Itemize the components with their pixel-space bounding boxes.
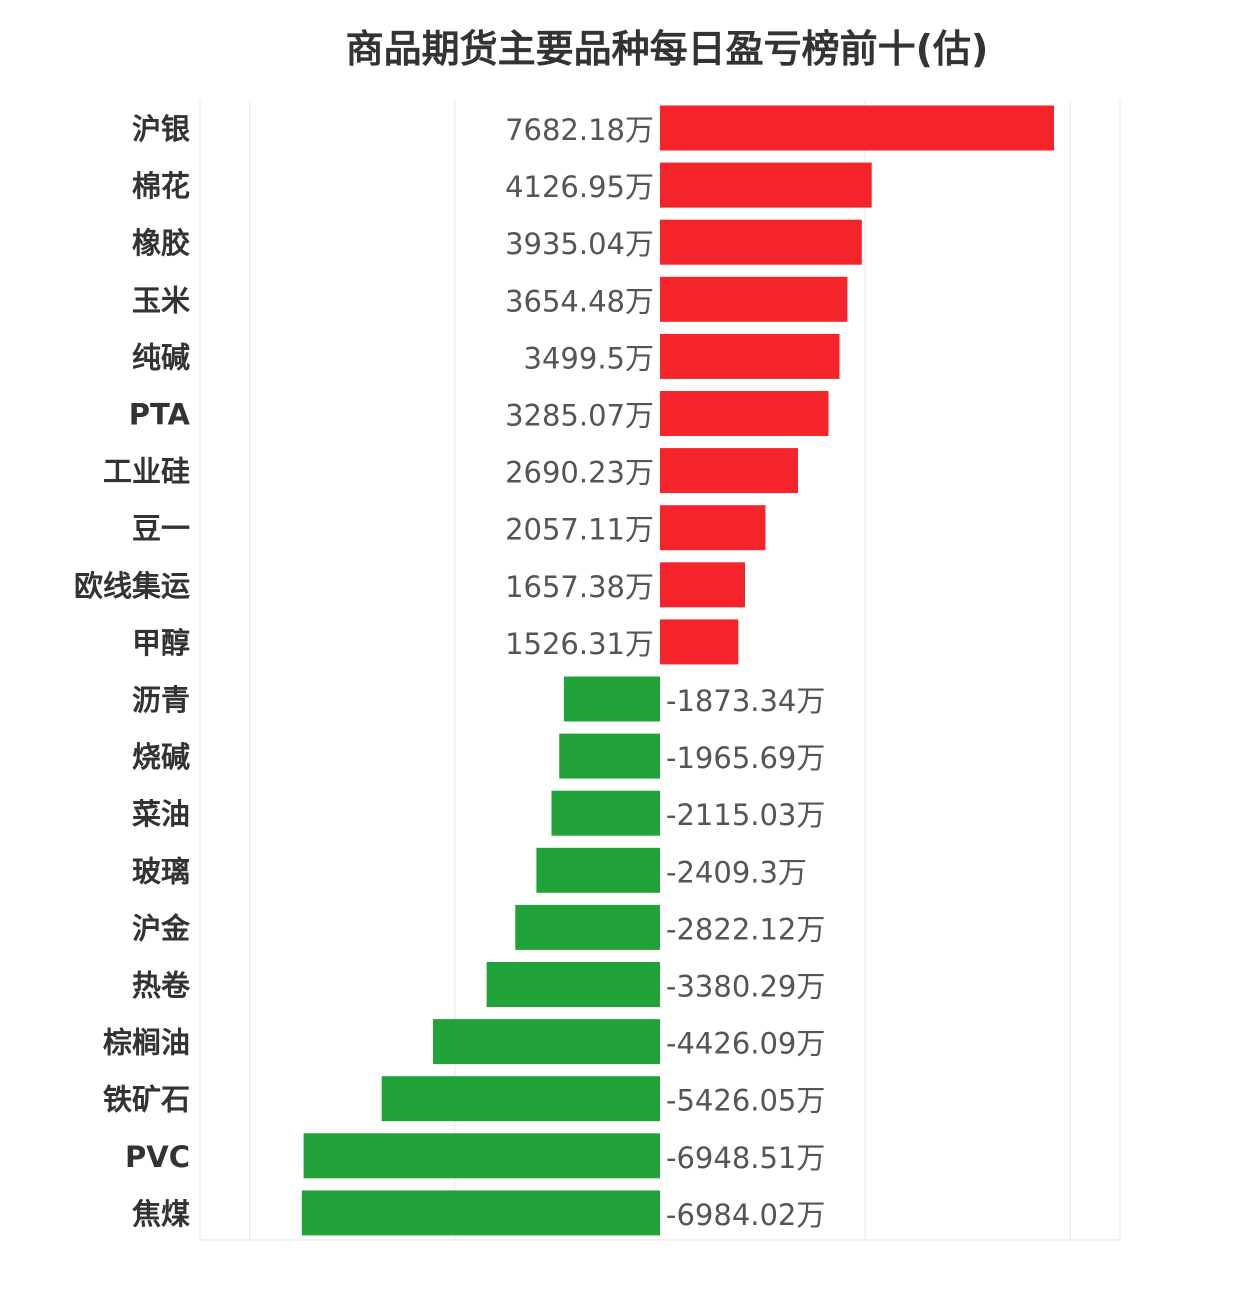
grid-lines: [199, 100, 1121, 1241]
bars: [301, 105, 1054, 1236]
category-label: 欧线集运: [74, 569, 190, 603]
bar-17: [381, 1076, 660, 1122]
value-label: -6948.51万: [666, 1141, 825, 1175]
category-label: 沥青: [132, 683, 190, 717]
category-label: 焦煤: [132, 1197, 190, 1231]
category-label: 玻璃: [132, 854, 190, 888]
bar-2: [660, 219, 862, 265]
value-label: 3935.04万: [505, 227, 654, 261]
bar-5: [660, 391, 829, 436]
value-label: 2057.11万: [505, 513, 654, 547]
value-label: -2822.12万: [666, 912, 825, 946]
bar-12: [551, 790, 660, 836]
category-label: PTA: [129, 398, 191, 432]
value-label: -4426.09万: [666, 1027, 825, 1061]
bar-6: [660, 448, 798, 494]
category-label: 甲醇: [132, 626, 190, 660]
value-label: -2409.3万: [666, 855, 807, 889]
value-label: 3654.48万: [505, 284, 654, 318]
bar-10: [563, 676, 660, 722]
bar-11: [559, 733, 660, 779]
bar-0: [660, 105, 1054, 151]
category-label: 工业硅: [103, 455, 190, 489]
bar-18: [303, 1133, 660, 1179]
category-label: 热卷: [132, 969, 191, 1003]
category-label: 橡胶: [132, 226, 190, 260]
value-label: -1965.69万: [666, 741, 825, 775]
category-label: 沪金: [132, 911, 191, 945]
category-label: 纯碱: [132, 340, 190, 374]
category-label: 沪银: [132, 112, 190, 146]
bar-19: [301, 1190, 660, 1236]
bar-7: [660, 505, 766, 551]
value-label: -5426.05万: [666, 1084, 825, 1118]
value-label: -1873.34万: [666, 684, 825, 718]
category-label: 棉花: [132, 169, 190, 203]
bar-14: [515, 904, 660, 950]
chart-title: 商品期货主要品种每日盈亏榜前十(估): [345, 27, 989, 71]
bar-16: [433, 1019, 660, 1065]
category-label: 铁矿石: [103, 1083, 190, 1117]
value-label: -6984.02万: [666, 1198, 825, 1232]
value-label: 3499.5万: [524, 341, 654, 375]
value-label: 3285.07万: [505, 399, 654, 433]
value-label: 1657.38万: [505, 570, 654, 604]
value-label: 7682.18万: [505, 113, 654, 147]
bar-1: [660, 162, 872, 208]
category-label: 菜油: [132, 797, 190, 831]
category-label: 棕榈油: [103, 1026, 190, 1060]
value-label: 2690.23万: [505, 456, 654, 490]
category-label: PVC: [125, 1140, 190, 1174]
value-label: 1526.31万: [505, 627, 654, 661]
bar-15: [486, 962, 660, 1007]
value-label: -3380.29万: [666, 970, 825, 1004]
category-label: 豆一: [132, 512, 190, 546]
bar-3: [660, 276, 848, 322]
bar-13: [536, 847, 660, 893]
category-label: 烧碱: [132, 740, 190, 774]
bar-9: [660, 619, 739, 665]
category-label: 玉米: [132, 283, 190, 317]
bar-4: [660, 333, 840, 379]
bar-8: [660, 562, 745, 608]
value-label: 4126.95万: [505, 170, 654, 204]
value-label: -2115.03万: [666, 798, 825, 832]
